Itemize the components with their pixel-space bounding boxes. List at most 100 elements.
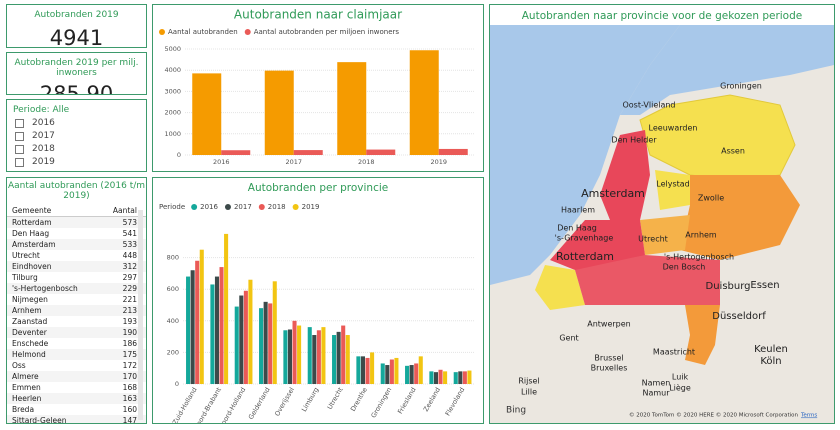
cell: 221 <box>122 295 137 304</box>
table-row: Almere 170 <box>7 371 146 382</box>
y-tick-label: 4000 <box>164 66 181 74</box>
bar <box>321 327 326 384</box>
cell: 190 <box>122 328 137 337</box>
slicer-item[interactable]: 2018 <box>15 144 146 154</box>
map-header <box>490 5 834 25</box>
table-row: Emmen 168 <box>7 382 146 393</box>
sea <box>620 25 834 115</box>
cell: Enschede <box>12 339 49 348</box>
cell: 163 <box>122 394 137 403</box>
bar <box>234 306 239 384</box>
legend-label: 2016 <box>200 203 218 211</box>
legend-title: Periode <box>159 203 185 211</box>
province[interactable] <box>655 170 690 210</box>
x-tick-label: 2017 <box>285 158 302 166</box>
cell: 193 <box>122 317 137 326</box>
x-tick-label: Zuid-Holland <box>171 386 199 423</box>
province[interactable] <box>535 265 585 310</box>
cell: 175 <box>122 350 137 359</box>
bar <box>438 148 468 155</box>
slicer-item[interactable]: 2019 <box>15 157 146 167</box>
map-label: Namen <box>642 379 671 388</box>
slicer-label: 2019 <box>32 157 55 167</box>
map-label: Den Haag <box>557 224 597 233</box>
bar <box>370 352 375 384</box>
card: Autobranden 2019 per milj. inwoners 285,… <box>6 52 147 95</box>
province[interactable] <box>575 255 720 305</box>
y-tick-label: 1000 <box>164 130 181 138</box>
table-row: Oss 172 <box>7 360 146 371</box>
map-label: Düsseldorf <box>712 311 766 322</box>
table-row: Eindhoven 312 <box>7 261 146 272</box>
cell: 168 <box>122 383 137 392</box>
cell: Tilburg <box>12 273 38 282</box>
y-tick-label: 5000 <box>164 45 181 53</box>
cell: 541 <box>122 229 137 238</box>
chart: Autobranden per provincie Periode 2016 2017… <box>159 182 475 423</box>
map-labels: Oost-Vlieland Groningen Leeuwarden Den H… <box>518 82 788 398</box>
bar <box>199 249 204 384</box>
bar <box>405 365 410 384</box>
scrollbar[interactable] <box>138 210 143 420</box>
bar <box>186 276 191 384</box>
column-header: Gemeente <box>12 206 52 215</box>
y-tick-label: 0 <box>177 151 181 159</box>
province[interactable] <box>680 175 800 260</box>
x-tick-label: Flevoland <box>444 386 467 417</box>
map-copyright: © 2020 TomTom © 2020 HERE © 2020 Microso… <box>629 412 798 419</box>
table-row: Rotterdam 573 <box>7 217 146 228</box>
province[interactable] <box>685 305 720 365</box>
bar <box>243 290 248 384</box>
y-tick-label: 3000 <box>164 87 181 95</box>
province[interactable] <box>640 215 690 255</box>
y-tick-label: 2000 <box>164 109 181 117</box>
x-tick-label: 2018 <box>358 158 375 166</box>
cell: Sittard-Geleen <box>12 416 67 424</box>
cell: Den Haag <box>12 229 50 238</box>
slicer-item[interactable]: 2017 <box>15 131 146 141</box>
bar <box>192 73 222 155</box>
bar <box>248 279 253 384</box>
chart-panel: Autobranden naar claimjaar Aantal autobra… <box>152 4 484 172</box>
checkbox <box>15 157 24 167</box>
map-label: Amsterdam <box>581 187 645 200</box>
map-label: Assen <box>721 147 745 156</box>
province[interactable] <box>600 130 650 220</box>
map-label: Lelystad <box>656 180 689 189</box>
map-label: Antwerpen <box>587 320 631 329</box>
cell: 's-Hertogenbosch <box>12 284 78 293</box>
bar <box>297 325 302 384</box>
bar <box>429 371 434 384</box>
map-label: Namur <box>642 389 670 398</box>
map-title: Autobranden naar provincie voor de gekoz… <box>522 10 803 22</box>
bar <box>283 330 288 384</box>
y-tick-label: 600 <box>167 285 179 293</box>
map-label: Zwolle <box>698 194 724 203</box>
chart: Autobranden naar claimjaar Aantal autobra… <box>159 8 475 166</box>
x-tick-label: 2016 <box>213 158 230 166</box>
table-row: Den Haag 541 <box>7 228 146 239</box>
bar <box>219 267 224 384</box>
cell: Emmen <box>12 383 41 392</box>
bar <box>443 371 448 384</box>
bar <box>366 149 396 155</box>
table-row: Breda 160 <box>7 404 146 415</box>
bar <box>293 150 323 155</box>
checkbox <box>15 144 24 154</box>
legend-label: 2019 <box>302 203 320 211</box>
cell: 229 <box>122 284 137 293</box>
bar <box>394 357 399 384</box>
legend-marker <box>258 204 265 210</box>
bar <box>389 359 394 384</box>
cell: 312 <box>122 262 137 271</box>
slicer-item[interactable]: 2016 <box>15 118 146 128</box>
column-header: Aantal <box>112 206 137 215</box>
map-label: Köln <box>760 356 781 367</box>
slicer-label: 2018 <box>32 144 55 154</box>
province[interactable] <box>639 94 796 181</box>
table-row: Helmond 175 <box>7 349 146 360</box>
map-terms[interactable]: Terms <box>800 413 817 419</box>
table-row: Enschede 186 <box>7 338 146 349</box>
table-header: Gemeente Aantal <box>7 205 146 217</box>
map-label: Oost-Vlieland <box>622 101 675 110</box>
